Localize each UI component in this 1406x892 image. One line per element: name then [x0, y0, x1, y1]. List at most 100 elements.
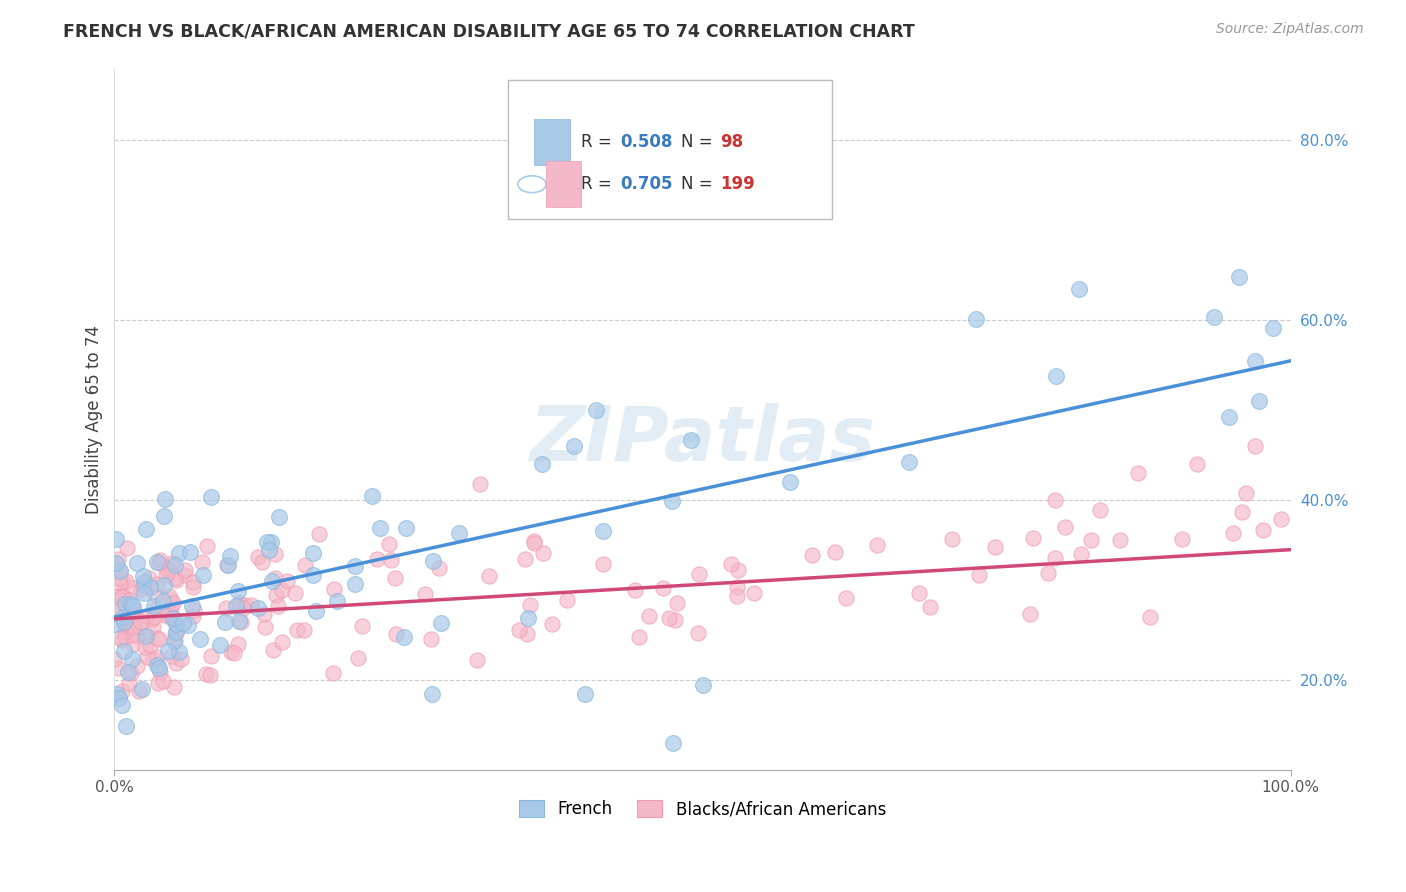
Point — [114, 630, 136, 644]
Point — [165, 624, 187, 639]
Point — [217, 558, 239, 572]
Point — [322, 666, 344, 681]
Point — [465, 653, 488, 667]
Point — [112, 610, 135, 624]
Point — [967, 567, 990, 582]
Point — [285, 624, 308, 638]
Point — [120, 608, 142, 623]
Point — [1043, 550, 1066, 565]
Point — [229, 615, 252, 630]
Point — [246, 600, 269, 615]
Point — [1202, 310, 1225, 324]
Point — [120, 597, 142, 611]
Point — [160, 564, 183, 578]
Point — [658, 611, 681, 625]
Point — [111, 698, 134, 712]
Point — [132, 569, 155, 583]
Point — [132, 628, 155, 642]
Point — [155, 607, 177, 621]
Point — [257, 542, 280, 557]
Point — [127, 659, 149, 673]
Point — [163, 680, 186, 694]
Point — [253, 607, 276, 622]
Point — [222, 646, 245, 660]
Point — [779, 475, 801, 490]
Point — [160, 556, 183, 570]
Point — [129, 582, 152, 597]
Point — [262, 643, 284, 657]
Point — [253, 620, 276, 634]
Bar — [534, 120, 569, 165]
Point — [165, 616, 187, 631]
Point — [984, 540, 1007, 554]
Point — [152, 593, 174, 607]
Text: FRENCH VS BLACK/AFRICAN AMERICAN DISABILITY AGE 65 TO 74 CORRELATION CHART: FRENCH VS BLACK/AFRICAN AMERICAN DISABIL… — [63, 22, 915, 40]
Point — [1270, 512, 1292, 526]
Point — [114, 624, 136, 638]
Point — [143, 610, 166, 624]
Point — [163, 558, 186, 572]
Point — [519, 599, 541, 613]
Point — [260, 535, 283, 549]
Point — [114, 574, 136, 588]
Point — [246, 549, 269, 564]
Point — [135, 629, 157, 643]
Point — [661, 494, 683, 508]
Point — [181, 574, 204, 589]
Point — [260, 574, 283, 589]
Point — [117, 618, 139, 632]
Point — [146, 555, 169, 569]
Point — [122, 599, 145, 613]
Point — [118, 615, 141, 630]
Point — [165, 656, 187, 670]
Point — [146, 649, 169, 664]
Point — [148, 553, 170, 567]
Point — [523, 536, 546, 550]
Point — [250, 555, 273, 569]
Point — [294, 558, 316, 573]
Legend: French, Blacks/African Americans: French, Blacks/African Americans — [512, 793, 893, 825]
Point — [121, 628, 143, 642]
Point — [392, 630, 415, 644]
Point — [181, 609, 204, 624]
Point — [515, 196, 537, 211]
Point — [720, 557, 742, 571]
Point — [742, 586, 765, 600]
Point — [574, 687, 596, 701]
Point — [139, 638, 162, 652]
Point — [112, 612, 135, 626]
Point — [523, 533, 546, 548]
Point — [368, 521, 391, 535]
Point — [1171, 532, 1194, 546]
Point — [219, 644, 242, 658]
Point — [240, 599, 263, 613]
Text: N =: N = — [682, 175, 718, 194]
Point — [592, 524, 614, 539]
Point — [302, 546, 325, 560]
Point — [103, 652, 125, 666]
Point — [264, 572, 287, 586]
Point — [1080, 533, 1102, 548]
Point — [105, 687, 128, 701]
Point — [538, 152, 561, 166]
Point — [117, 541, 139, 555]
Point — [165, 626, 187, 640]
Point — [142, 652, 165, 666]
Point — [562, 439, 585, 453]
Point — [1234, 485, 1257, 500]
Point — [146, 577, 169, 591]
Point — [155, 568, 177, 582]
Point — [517, 611, 540, 625]
Point — [143, 602, 166, 616]
Point — [141, 612, 163, 626]
Point — [114, 631, 136, 645]
Point — [385, 627, 408, 641]
Point — [1067, 282, 1090, 296]
Text: N =: N = — [682, 133, 718, 151]
Point — [174, 563, 197, 577]
Point — [908, 585, 931, 599]
Point — [228, 614, 250, 628]
Point — [638, 609, 661, 624]
Point — [159, 611, 181, 625]
Point — [104, 556, 127, 570]
